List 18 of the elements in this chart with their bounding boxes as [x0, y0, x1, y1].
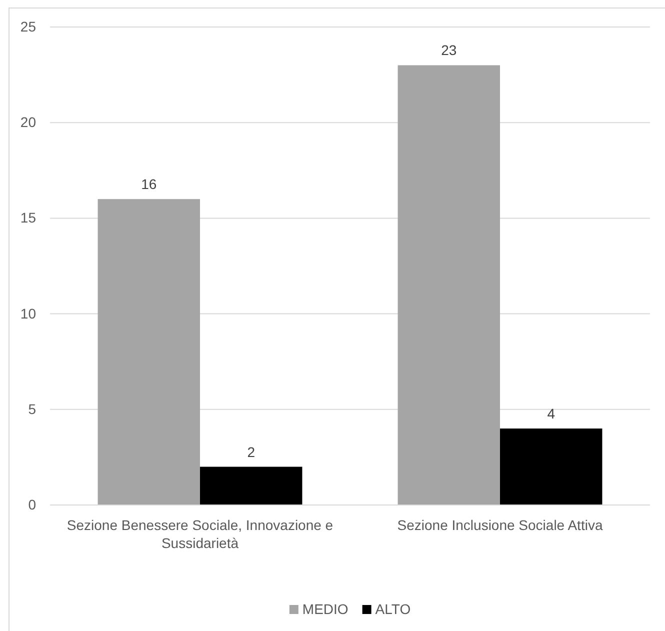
- data-label: 16: [141, 176, 157, 192]
- y-tick-label: 5: [28, 400, 36, 417]
- y-tick-label: 15: [20, 210, 36, 226]
- y-tick-label: 25: [20, 18, 36, 34]
- bar: [500, 428, 602, 505]
- x-tick-label: Sezione Inclusione Sociale Attiva: [397, 517, 603, 533]
- bar: [200, 466, 302, 505]
- data-label: 2: [247, 444, 256, 460]
- data-label: 4: [547, 406, 556, 422]
- bar: [98, 199, 200, 505]
- data-label: 23: [441, 42, 457, 58]
- x-tick-label: Sezione Benessere Sociale, Innovazione e Sussidarietà: [66, 517, 334, 551]
- legend-label: ALTO: [375, 601, 411, 617]
- y-tick-label: 20: [20, 114, 36, 130]
- y-tick-label: 0: [28, 496, 36, 512]
- bar: [398, 65, 500, 505]
- y-tick-label: 10: [20, 305, 36, 322]
- legend-label: MEDIO: [302, 601, 348, 617]
